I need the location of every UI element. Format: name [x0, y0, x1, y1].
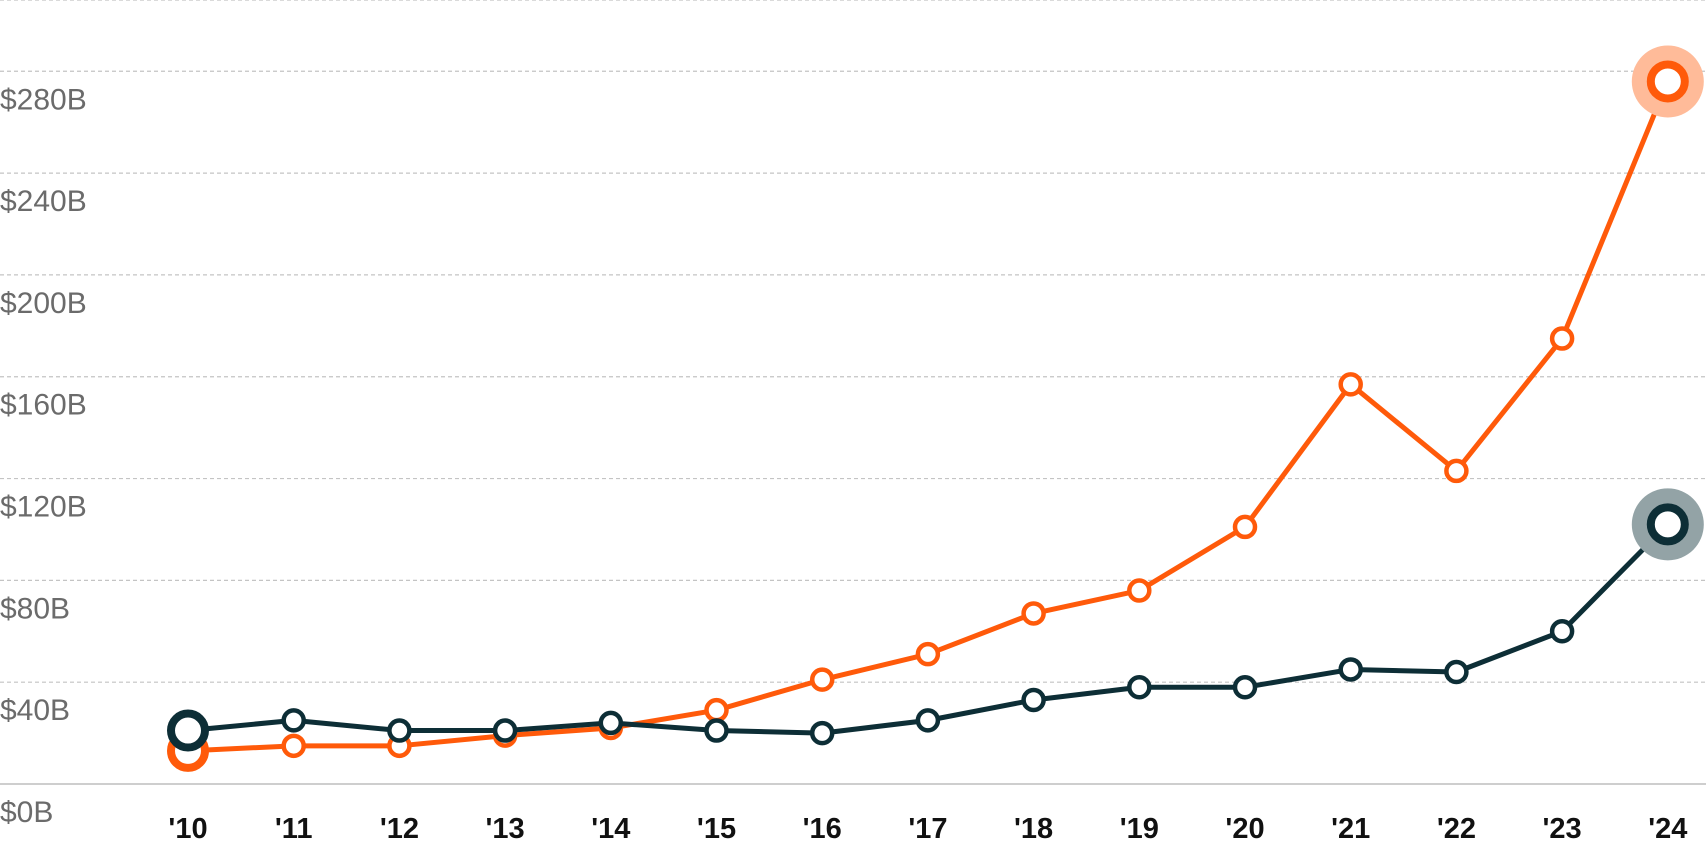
data-point: [704, 697, 729, 723]
y-tick-label: $240B: [0, 185, 87, 218]
data-point: [1646, 503, 1689, 546]
x-tick-label: '18: [1014, 813, 1053, 844]
y-tick-label: $80B: [0, 592, 70, 625]
series-1: [167, 45, 1704, 772]
x-tick-label: '13: [486, 813, 525, 844]
x-tick-label: '21: [1331, 813, 1370, 844]
y-tick-label: $120B: [0, 491, 87, 524]
data-point: [915, 708, 941, 733]
data-point: [1338, 657, 1363, 682]
data-point: [1549, 326, 1575, 351]
y-tick-label: $160B: [0, 389, 87, 422]
y-tick-label: $200B: [0, 287, 87, 320]
data-point: [1338, 372, 1363, 397]
data-point: [1549, 619, 1575, 644]
y-tick-label: $40B: [0, 694, 70, 727]
data-point: [809, 667, 835, 692]
x-tick-label: '14: [591, 813, 630, 844]
data-point: [1444, 659, 1469, 685]
data-point: [1021, 687, 1046, 713]
x-tick-label: '22: [1437, 813, 1476, 844]
data-point: [598, 710, 624, 736]
series-group: [167, 45, 1704, 772]
data-point: [1646, 60, 1689, 103]
data-point: [281, 708, 306, 733]
x-tick-label: '16: [803, 813, 842, 844]
x-tick-label: '11: [275, 813, 313, 844]
data-point: [387, 718, 412, 743]
series-line: [185, 521, 1671, 736]
x-tick-label: '10: [168, 813, 207, 844]
data-point: [1127, 578, 1152, 603]
x-tick-label: '15: [697, 813, 736, 844]
data-point: [1127, 675, 1152, 700]
y-tick-label: $280B: [0, 83, 87, 116]
data-point: [809, 720, 835, 746]
data-point: [1232, 514, 1258, 540]
data-point: [492, 718, 518, 743]
data-point: [167, 709, 209, 752]
x-tick-label: '24: [1648, 813, 1687, 844]
x-tick-label: '17: [908, 813, 947, 844]
x-tick-label: '19: [1120, 813, 1159, 844]
x-tick-label: '20: [1225, 813, 1264, 844]
data-point: [915, 641, 941, 667]
y-tick-label: $0B: [0, 796, 53, 829]
y-axis-ticks: $0B $40B $80B $120B $160B $200B $240B $280B: [0, 83, 87, 829]
data-point: [1444, 458, 1469, 484]
data-point: [281, 733, 306, 759]
data-point: [1021, 601, 1046, 626]
series-2: [167, 488, 1704, 752]
data-point: [704, 718, 729, 743]
data-point: [1232, 675, 1258, 700]
gridlines: [0, 0, 1706, 785]
x-tick-label: '12: [380, 813, 419, 844]
x-axis-ticks: '10 '11 '12 '13 '14 '15 '16 '17 '18 '19 '20 '21 '22 '…: [168, 813, 1687, 844]
x-tick-label: '23: [1543, 813, 1582, 844]
